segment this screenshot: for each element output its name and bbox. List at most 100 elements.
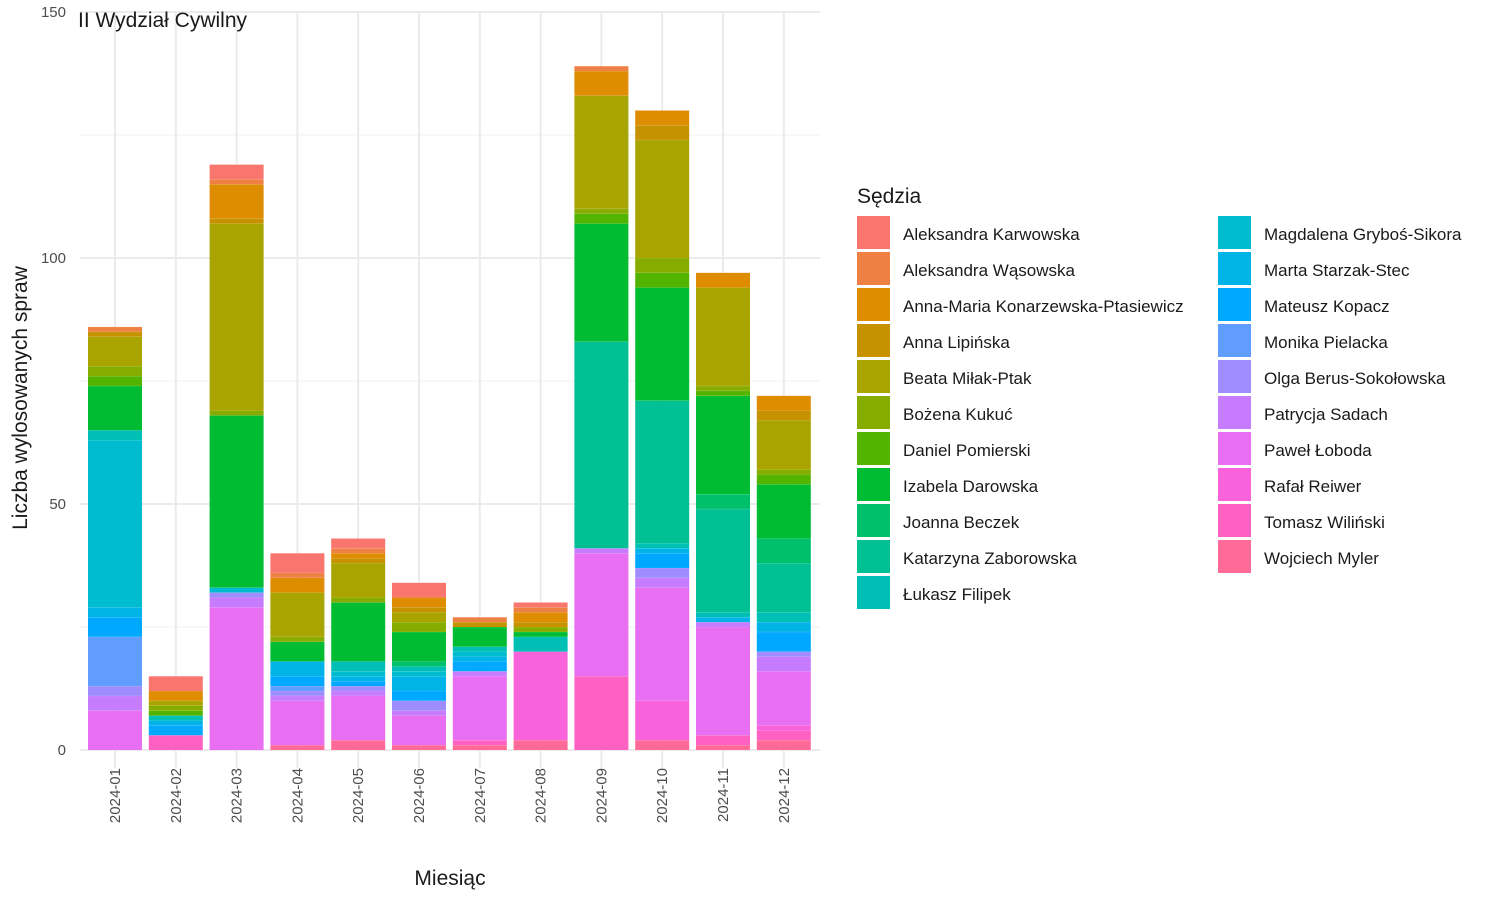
bar-segment	[635, 577, 690, 588]
bar-segment	[452, 661, 507, 672]
bar-segment	[88, 617, 142, 637]
bar-segment	[574, 213, 629, 224]
bar-segment	[270, 592, 325, 637]
legend-label: Rafał Reiwer	[1264, 477, 1362, 496]
legend-label: Magdalena Gryboś-Sikora	[1264, 225, 1462, 244]
legend-key	[1218, 252, 1251, 285]
bar-segment	[696, 494, 750, 509]
bar-segment	[574, 676, 629, 750]
bar-segment	[148, 705, 203, 711]
bar-segment	[331, 686, 386, 691]
bar-segment	[392, 612, 446, 623]
bar-segment	[756, 410, 811, 421]
bar-segment	[392, 582, 446, 598]
legend-label: Katarzyna Zaborowska	[903, 549, 1077, 568]
bar-segment	[513, 602, 568, 608]
bar-segment	[635, 567, 690, 578]
legend-label: Wojciech Myler	[1264, 549, 1379, 568]
bar-segment	[756, 725, 811, 731]
bar-segment	[756, 671, 811, 726]
bar-segment	[756, 469, 811, 475]
legend-label: Patrycja Sadach	[1264, 405, 1388, 424]
bar-segment	[452, 617, 507, 623]
legend-label: Beata Miłak-Ptak	[903, 369, 1032, 388]
bar-segment	[392, 622, 446, 632]
bar-segment	[696, 385, 750, 391]
bar-segment	[209, 587, 264, 593]
bar-segment	[331, 690, 386, 696]
bar-segment	[392, 715, 446, 746]
bar-segment	[209, 218, 264, 224]
y-axis-title: Liczba wylosowanych spraw	[9, 265, 32, 530]
bar-segment	[574, 208, 629, 214]
bar-segment	[574, 71, 629, 96]
legend-label: Joanna Beczek	[903, 513, 1020, 532]
legend-key	[857, 576, 890, 609]
bar-segment	[635, 543, 690, 549]
bar-segment	[756, 474, 811, 485]
bar-segment	[331, 563, 386, 598]
bar-segment	[756, 631, 811, 652]
legend-key	[1218, 360, 1251, 393]
legend-key	[857, 540, 890, 573]
legend-key	[1218, 468, 1251, 501]
bar-segment	[88, 385, 142, 431]
bar-segment	[696, 508, 750, 613]
bar-segment	[513, 651, 568, 741]
legend-label: Marta Starzak-Stec	[1264, 261, 1410, 280]
bar-segment	[513, 607, 568, 613]
bar-segment	[88, 376, 142, 386]
bar-segment	[148, 676, 203, 691]
bar-segment	[209, 597, 264, 608]
bar-segment	[148, 715, 203, 721]
bar-segment	[696, 612, 750, 618]
bar-segment	[88, 607, 142, 618]
x-tick-label: 2024-03	[229, 768, 246, 823]
bar-segment	[696, 390, 750, 396]
legend-key	[1218, 540, 1251, 573]
x-tick-label: 2024-02	[168, 768, 185, 823]
x-tick-label: 2024-09	[593, 768, 610, 823]
x-tick-label: 2024-04	[289, 768, 306, 823]
bar-segment	[696, 272, 750, 288]
bar-segment	[209, 164, 264, 180]
bar-segment	[88, 336, 142, 367]
legend-key	[1218, 216, 1251, 249]
bar-segment	[331, 597, 386, 603]
bar-segment	[513, 627, 568, 632]
bar-segment	[574, 341, 629, 549]
legend-label: Łukasz Filipek	[903, 585, 1011, 604]
x-tick-label: 2024-10	[654, 768, 671, 823]
bar-segment	[331, 602, 386, 662]
axes: 0 50 100 150 2024-01 2024-02 2024-03 2024-04 202…	[41, 4, 793, 823]
bar-segment	[88, 366, 142, 377]
bar-segment	[331, 695, 386, 741]
bars	[88, 65, 811, 750]
bar-segment	[392, 690, 446, 701]
bar-segment	[696, 745, 750, 750]
bar-segment	[756, 395, 811, 411]
legend-key	[857, 468, 890, 501]
bar-segment	[392, 607, 446, 613]
bar-segment	[696, 395, 750, 495]
legend-key	[857, 360, 890, 393]
x-axis-title: Miesiąc	[414, 867, 485, 890]
bar-segment	[392, 676, 446, 691]
bar-segment	[270, 553, 325, 573]
bar-segment	[635, 139, 690, 258]
bar-segment	[331, 558, 386, 564]
bar-segment	[392, 710, 446, 716]
bar-segment	[270, 641, 325, 662]
bar-segment	[88, 636, 142, 687]
bar-segment	[574, 548, 629, 554]
bar-segment	[209, 592, 264, 598]
bar-segment	[635, 587, 690, 701]
bar-segment	[513, 612, 568, 623]
legend-label: Anna Lipińska	[903, 333, 1010, 352]
legend-key	[857, 252, 890, 285]
bar-segment	[331, 676, 386, 682]
legend-title: Sędzia	[857, 185, 922, 208]
bar-segment	[270, 745, 325, 750]
bar-segment	[331, 538, 386, 549]
